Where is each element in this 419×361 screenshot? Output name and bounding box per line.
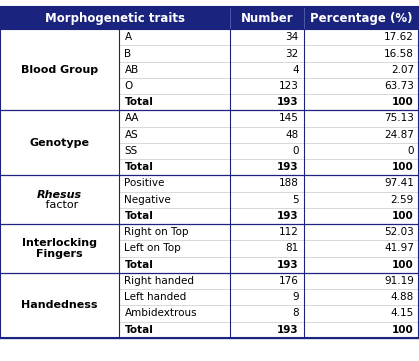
Text: 193: 193	[277, 211, 299, 221]
Text: AA: AA	[124, 113, 139, 123]
Text: 4.15: 4.15	[391, 308, 414, 318]
Text: factor: factor	[41, 200, 78, 210]
Text: Total: Total	[124, 211, 153, 221]
Text: 81: 81	[285, 243, 299, 253]
Text: 112: 112	[279, 227, 299, 237]
Text: B: B	[124, 48, 132, 58]
Text: 100: 100	[392, 325, 414, 335]
Text: 91.19: 91.19	[384, 276, 414, 286]
Text: Genotype: Genotype	[30, 138, 90, 148]
Text: 0: 0	[407, 146, 414, 156]
Text: Number: Number	[241, 12, 293, 25]
Text: 193: 193	[277, 162, 299, 172]
Text: Right handed: Right handed	[124, 276, 194, 286]
Text: Percentage (%): Percentage (%)	[310, 12, 413, 25]
Bar	[0, 175, 419, 224]
Text: Interlocking Fingers: Interlocking Fingers	[22, 238, 97, 259]
Text: 2.07: 2.07	[391, 65, 414, 75]
Text: 100: 100	[392, 162, 414, 172]
Bar	[0, 224, 419, 273]
Text: 123: 123	[279, 81, 299, 91]
Text: Ambidextrous: Ambidextrous	[124, 308, 197, 318]
Bar	[0, 7, 419, 29]
Text: O: O	[124, 81, 133, 91]
Text: Total: Total	[124, 97, 153, 107]
Text: 193: 193	[277, 260, 299, 270]
Text: A: A	[124, 32, 132, 42]
Text: 145: 145	[279, 113, 299, 123]
Text: Handedness: Handedness	[21, 300, 98, 310]
Text: Left on Top: Left on Top	[124, 243, 181, 253]
Text: 100: 100	[392, 211, 414, 221]
Text: 4.88: 4.88	[391, 292, 414, 302]
Text: SS: SS	[124, 146, 138, 156]
Text: 32: 32	[285, 48, 299, 58]
Bar	[0, 110, 419, 175]
Text: 176: 176	[279, 276, 299, 286]
Text: 100: 100	[392, 97, 414, 107]
Text: AS: AS	[124, 130, 138, 140]
Text: 75.13: 75.13	[384, 113, 414, 123]
Text: 52.03: 52.03	[384, 227, 414, 237]
Text: Total: Total	[124, 325, 153, 335]
Text: Positive: Positive	[124, 178, 165, 188]
Text: Right on Top: Right on Top	[124, 227, 189, 237]
Text: 0: 0	[292, 146, 299, 156]
Text: 9: 9	[292, 292, 299, 302]
Text: Total: Total	[124, 260, 153, 270]
Text: 97.41: 97.41	[384, 178, 414, 188]
Bar	[0, 29, 419, 110]
Text: 193: 193	[277, 325, 299, 335]
Text: 8: 8	[292, 308, 299, 318]
Text: Rhesus: Rhesus	[37, 190, 82, 200]
Text: 48: 48	[285, 130, 299, 140]
Text: 5: 5	[292, 195, 299, 205]
Text: 34: 34	[285, 32, 299, 42]
Text: 63.73: 63.73	[384, 81, 414, 91]
Text: 41.97: 41.97	[384, 243, 414, 253]
Text: 4: 4	[292, 65, 299, 75]
Text: Blood Group: Blood Group	[21, 65, 98, 75]
Bar	[0, 273, 419, 338]
Text: 2.59: 2.59	[391, 195, 414, 205]
Text: Negative: Negative	[124, 195, 171, 205]
Text: 24.87: 24.87	[384, 130, 414, 140]
Text: 16.58: 16.58	[384, 48, 414, 58]
Text: Left handed: Left handed	[124, 292, 187, 302]
Text: 17.62: 17.62	[384, 32, 414, 42]
Text: 193: 193	[277, 97, 299, 107]
Text: Morphogenetic traits: Morphogenetic traits	[45, 12, 185, 25]
Text: AB: AB	[124, 65, 139, 75]
Text: 188: 188	[279, 178, 299, 188]
Text: 100: 100	[392, 260, 414, 270]
Text: Total: Total	[124, 162, 153, 172]
